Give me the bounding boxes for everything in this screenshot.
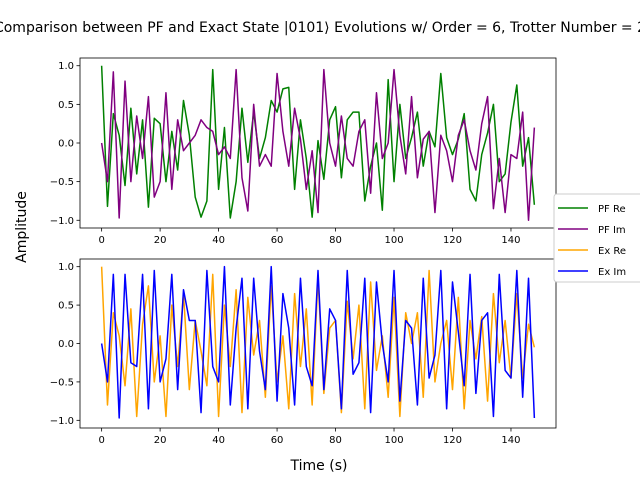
legend-label: Ex Im xyxy=(598,267,626,278)
legend-label: PF Im xyxy=(598,225,626,236)
x-tick-label: 80 xyxy=(329,435,342,446)
series-line-pf-im xyxy=(100,68,536,222)
legend-label: Ex Re xyxy=(598,246,626,257)
x-tick-label: 40 xyxy=(212,235,225,246)
y-tick-label: 1.0 xyxy=(58,262,74,273)
x-tick-label: 20 xyxy=(154,435,167,446)
x-tick-label: 60 xyxy=(271,435,284,446)
y-tick-label: 0.0 xyxy=(58,339,74,350)
legend-label: PF Re xyxy=(598,204,626,215)
x-tick-label: 100 xyxy=(384,435,403,446)
x-tick-label: 120 xyxy=(443,435,462,446)
y-tick-label: −0.5 xyxy=(50,377,74,388)
x-tick-label: 140 xyxy=(501,435,520,446)
x-tick-label: 100 xyxy=(384,235,403,246)
y-tick-label: −1.0 xyxy=(50,216,74,227)
series-line-pf-re xyxy=(100,65,536,219)
x-tick-label: 40 xyxy=(212,435,225,446)
legend: PF Re PF Im Ex Re Ex Im xyxy=(553,193,640,283)
subplot-bottom: 0 20 40 60 80 100 120 140 −1.0 −0.5 0.0 0.5 1.0 xyxy=(50,258,557,446)
chart-title: Comparison between PF and Exact State |0… xyxy=(0,20,640,36)
y-tick-label: −1.0 xyxy=(50,416,74,427)
y-axis-label: Amplitude xyxy=(14,191,30,263)
subplot-top: 0 20 40 60 80 100 120 140 −1.0 −0.5 0.0 0.5 1.0 xyxy=(50,57,557,246)
y-tick-label: −0.5 xyxy=(50,177,74,188)
x-tick-label: 20 xyxy=(154,235,167,246)
x-tick-label: 60 xyxy=(271,235,284,246)
x-tick-label: 0 xyxy=(98,435,104,446)
y-tick-label: 0.0 xyxy=(58,139,74,150)
x-tick-label: 140 xyxy=(501,235,520,246)
x-tick-label: 120 xyxy=(443,235,462,246)
y-tick-label: 1.0 xyxy=(58,61,74,72)
x-tick-label: 80 xyxy=(329,235,342,246)
legend-box xyxy=(553,193,640,283)
x-axis-label: Time (s) xyxy=(290,458,348,474)
y-tick-label: 0.5 xyxy=(58,100,74,111)
x-tick-label: 0 xyxy=(98,235,104,246)
y-tick-label: 0.5 xyxy=(58,301,74,312)
series-line-ex-im xyxy=(100,265,536,419)
